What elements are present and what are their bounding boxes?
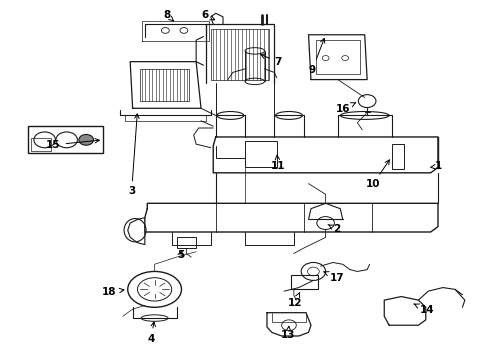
- Text: 4: 4: [147, 322, 155, 343]
- Text: 16: 16: [336, 103, 356, 114]
- Text: 5: 5: [177, 249, 184, 260]
- Text: 8: 8: [163, 10, 173, 21]
- Bar: [316, 40, 360, 74]
- Text: 2: 2: [328, 224, 341, 234]
- Bar: [140, 69, 189, 101]
- Bar: [27, 126, 103, 153]
- Bar: [245, 140, 277, 167]
- Text: 12: 12: [288, 292, 302, 308]
- Text: 18: 18: [102, 287, 124, 297]
- Circle shape: [79, 134, 94, 145]
- Text: 7: 7: [261, 54, 282, 67]
- Bar: [31, 138, 51, 150]
- Text: 14: 14: [414, 304, 434, 315]
- Bar: [211, 30, 270, 80]
- Bar: [392, 144, 404, 169]
- Text: 3: 3: [128, 114, 139, 197]
- Text: 11: 11: [271, 155, 286, 171]
- Text: 17: 17: [324, 272, 344, 283]
- Text: 6: 6: [201, 10, 215, 20]
- Text: 15: 15: [46, 139, 99, 150]
- Bar: [176, 237, 196, 248]
- Text: 10: 10: [366, 160, 390, 189]
- Bar: [292, 275, 319, 289]
- Text: 1: 1: [431, 161, 441, 171]
- Text: 13: 13: [281, 326, 295, 340]
- Text: 9: 9: [309, 39, 325, 75]
